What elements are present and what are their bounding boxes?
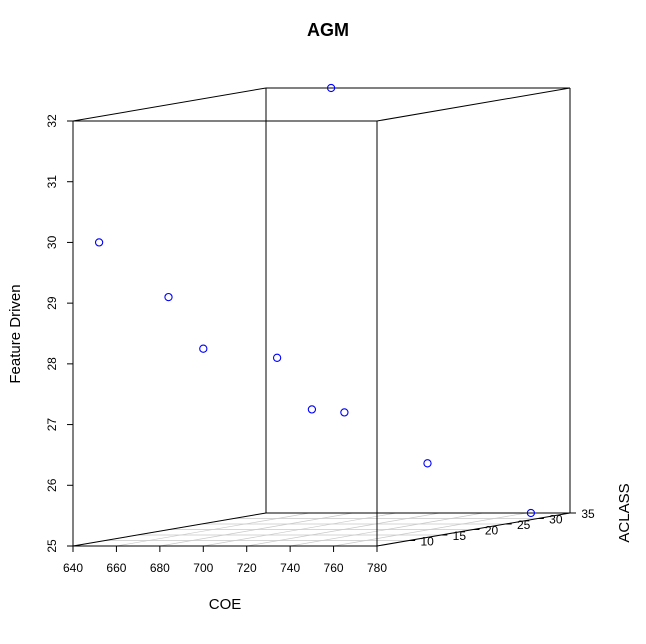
- data-point: [272, 353, 282, 362]
- z-tick-label: 29: [45, 296, 59, 310]
- y-tick-label: 20: [485, 524, 499, 538]
- data-point: [423, 459, 432, 468]
- box-edge: [72, 512, 267, 547]
- x-tick-label: 780: [367, 561, 387, 575]
- x-tick-label: 700: [193, 561, 213, 575]
- z-tick-label: 32: [45, 114, 59, 128]
- data-point: [340, 408, 349, 417]
- data-point: [199, 344, 208, 353]
- x-tick-label: 660: [106, 561, 126, 575]
- z-tick-label: 31: [45, 175, 59, 189]
- y-tick-label: 10: [420, 535, 434, 549]
- x-axis-title: COE: [209, 596, 242, 613]
- y-axis-title: ACLASS: [616, 483, 633, 542]
- data-point: [164, 292, 173, 302]
- z-tick-label: 30: [45, 235, 59, 249]
- z-tick-label: 25: [45, 539, 59, 553]
- axis-ticks: 640 660 680 700 720 740 760 780 25 26 27 28 29 30 31 32…: [45, 114, 595, 575]
- box-edge: [376, 87, 571, 122]
- x-tick-label: 640: [63, 561, 83, 575]
- plot-box: [72, 87, 571, 547]
- x-tick-label: 680: [150, 561, 170, 575]
- data-point: [526, 508, 536, 518]
- z-tick-label: 26: [45, 478, 59, 492]
- y-tick-label: 35: [581, 507, 595, 521]
- y-tick-label: 25: [517, 518, 531, 532]
- z-tick-label: 28: [45, 357, 59, 371]
- data-point: [94, 238, 104, 247]
- box-edge: [72, 87, 267, 122]
- data-points: [94, 83, 536, 518]
- chart-title: AGM: [307, 20, 349, 40]
- data-point: [307, 405, 317, 414]
- z-axis-title: Feature Driven: [7, 284, 24, 383]
- y-tick-label: 30: [549, 513, 563, 527]
- data-point: [326, 83, 336, 93]
- y-tick-label: 15: [453, 529, 467, 543]
- x-tick-label: 740: [280, 561, 300, 575]
- x-tick-label: 720: [237, 561, 257, 575]
- x-tick-label: 760: [324, 561, 344, 575]
- z-tick-label: 27: [45, 418, 59, 432]
